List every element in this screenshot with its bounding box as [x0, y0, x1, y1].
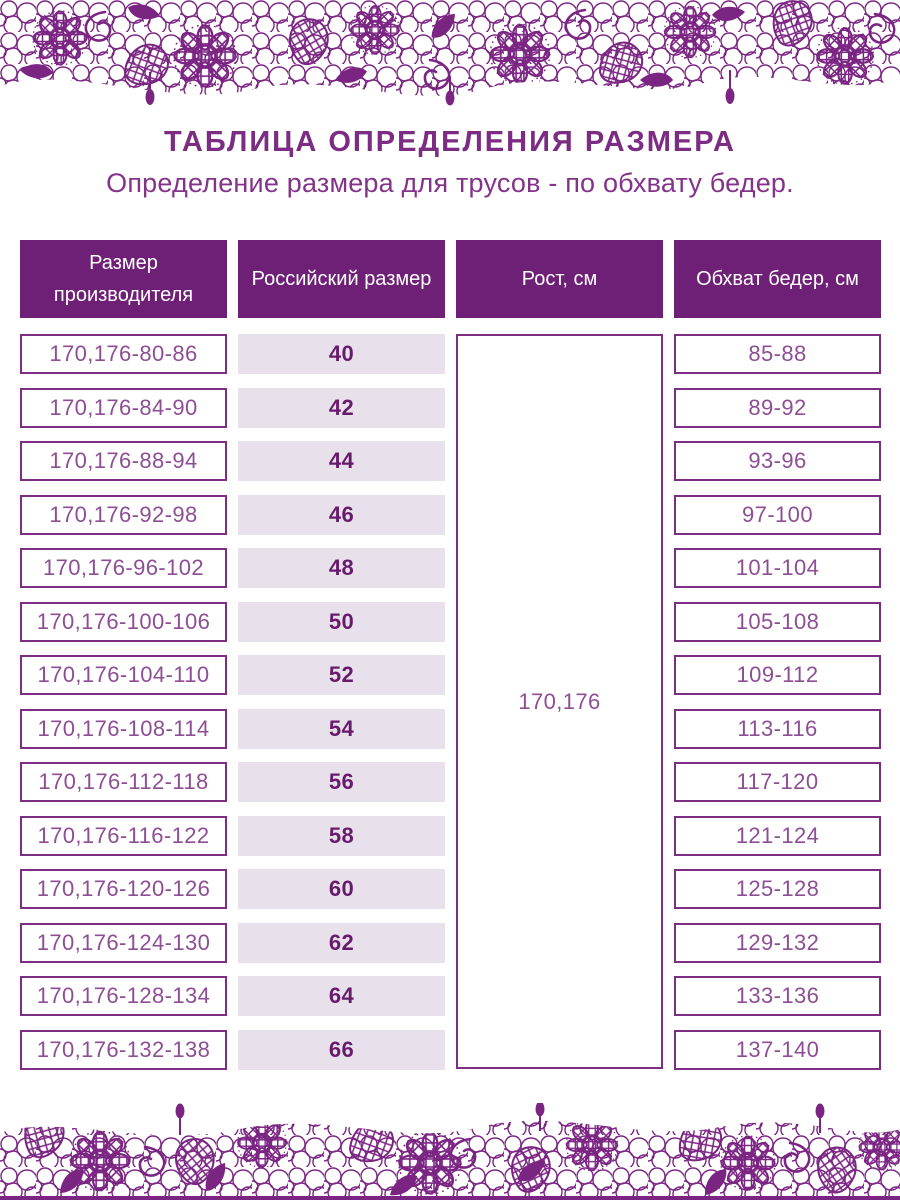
russian-size-cell: 58: [238, 815, 445, 856]
manufacturer-size-cell: 170,176-104-110: [20, 655, 227, 695]
hips-range-cell: 129-132: [674, 922, 881, 963]
russian-size-cell: 50: [238, 601, 445, 642]
column-russian-size: Российский размер 40 42 44 46 48 50 52 54 56 58 60…: [238, 240, 445, 1070]
hips-range-cell: 89-92: [674, 387, 881, 428]
russian-size-cell: 48: [238, 548, 445, 588]
page-title: ТАБЛИЦА ОПРЕДЕЛЕНИЯ РАЗМЕРА: [164, 126, 736, 158]
hips-range-cell: 137-140: [674, 1029, 881, 1070]
header-hips: Обхват бедер, см: [674, 240, 881, 318]
hips-range-cell: 113-116: [674, 708, 881, 749]
manufacturer-rows: 170,176-80-86 170,176-84-90 170,176-88-94 1…: [20, 334, 227, 1070]
manufacturer-size-cell: 170,176-80-86: [20, 334, 227, 374]
russian-size-cell: 42: [238, 387, 445, 428]
russian-size-cell: 44: [238, 441, 445, 481]
height-value-cell: 170,176: [456, 334, 663, 1069]
russian-size-cell: 40: [238, 334, 445, 374]
column-hips: Обхват бедер, см 85-88 89-92 93-96 97-100 10…: [674, 240, 881, 1070]
header-manufacturer-size: Размер производителя: [20, 240, 227, 318]
russian-size-cell: 60: [238, 869, 445, 909]
hips-range-cell: 133-136: [674, 976, 881, 1016]
hips-range-cell: 85-88: [674, 334, 881, 374]
manufacturer-size-cell: 170,176-120-126: [20, 869, 227, 909]
russian-size-cell: 56: [238, 762, 445, 802]
hips-range-cell: 97-100: [674, 494, 881, 535]
manufacturer-size-cell: 170,176-88-94: [20, 441, 227, 481]
manufacturer-size-cell: 170,176-100-106: [20, 601, 227, 642]
manufacturer-size-cell: 170,176-128-134: [20, 976, 227, 1016]
manufacturer-size-cell: 170,176-108-114: [20, 708, 227, 749]
manufacturer-size-cell: 170,176-124-130: [20, 922, 227, 963]
hips-range-cell: 125-128: [674, 869, 881, 909]
lace-border-top-ornament: [0, 0, 900, 106]
lace-border-bottom-ornament: [0, 1103, 900, 1200]
lace-dangling-buds-top: [145, 70, 735, 106]
header-height: Рост, см: [456, 240, 663, 318]
manufacturer-size-cell: 170,176-84-90: [20, 387, 227, 428]
hips-rows: 85-88 89-92 93-96 97-100 101-104 105-108 109-1…: [674, 334, 881, 1070]
manufacturer-size-cell: 170,176-132-138: [20, 1029, 227, 1070]
hips-range-cell: 101-104: [674, 548, 881, 588]
size-table: Размер производителя 170,176-80-86 170,17…: [20, 240, 881, 1070]
russian-size-cell: 64: [238, 976, 445, 1016]
bottom-rule-line: [0, 1196, 900, 1200]
column-height: Рост, см 170,176: [456, 240, 663, 1070]
manufacturer-size-cell: 170,176-112-118: [20, 762, 227, 802]
hips-range-cell: 121-124: [674, 815, 881, 856]
lace-dangling-buds-bottom: [175, 1103, 825, 1135]
manufacturer-size-cell: 170,176-92-98: [20, 494, 227, 535]
russian-size-cell: 46: [238, 494, 445, 535]
russian-size-cell: 62: [238, 922, 445, 963]
manufacturer-size-cell: 170,176-116-122: [20, 815, 227, 856]
hips-range-cell: 109-112: [674, 655, 881, 695]
russian-rows: 40 42 44 46 48 50 52 54 56 58 60 62 64 66: [238, 334, 445, 1070]
header-russian-size: Российский размер: [238, 240, 445, 318]
russian-size-cell: 54: [238, 708, 445, 749]
russian-size-cell: 66: [238, 1029, 445, 1070]
hips-range-cell: 93-96: [674, 441, 881, 481]
russian-size-cell: 52: [238, 655, 445, 695]
hips-range-cell: 105-108: [674, 601, 881, 642]
page-subtitle: Определение размера для трусов - по обхв…: [106, 168, 794, 198]
column-manufacturer-size: Размер производителя 170,176-80-86 170,17…: [20, 240, 227, 1070]
manufacturer-size-cell: 170,176-96-102: [20, 548, 227, 588]
hips-range-cell: 117-120: [674, 762, 881, 802]
